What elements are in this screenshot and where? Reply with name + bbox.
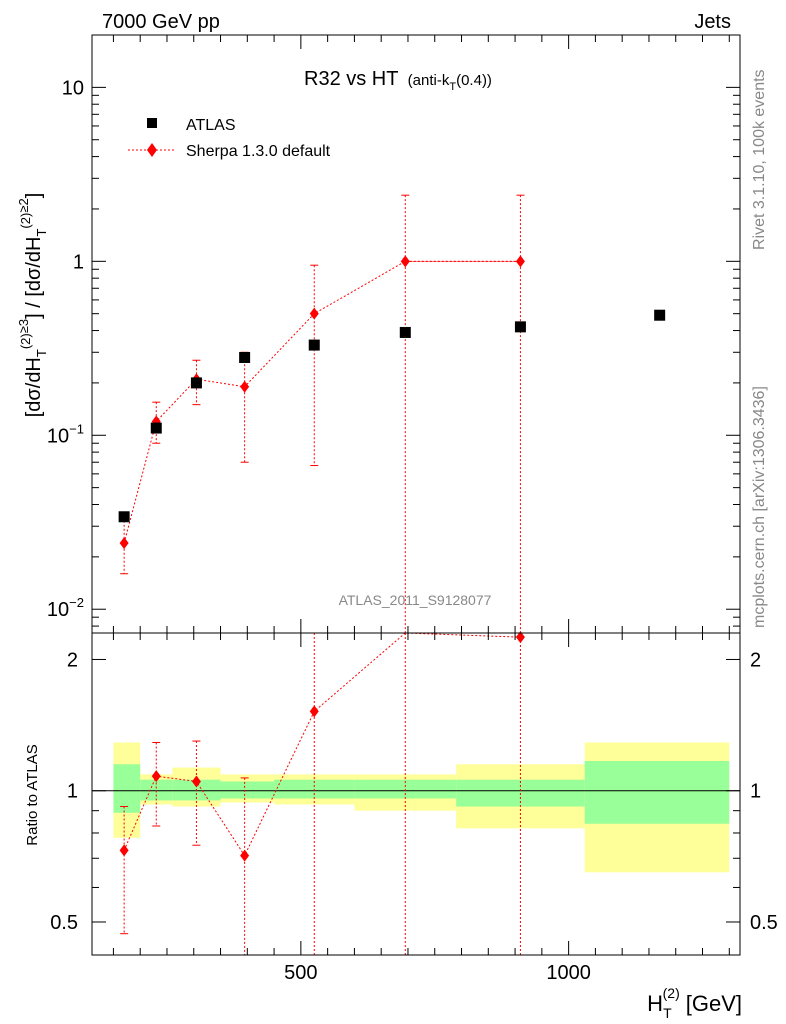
main-ytick-label-1: 10−1 bbox=[47, 421, 84, 447]
ratio-ytick-label-right-1: 1 bbox=[750, 781, 761, 803]
band-inner-3 bbox=[220, 781, 275, 799]
legend-atlas-label: ATLAS bbox=[186, 117, 236, 134]
atlas-point-2 bbox=[190, 377, 202, 389]
ratio-y-axis-label: Ratio to ATLAS bbox=[24, 744, 41, 845]
ratio-ytick-label-left-1: 1 bbox=[67, 781, 78, 803]
mcplots-reference-label: mcplots.cern.ch [arXiv:1306.3436] bbox=[751, 386, 768, 628]
x-axis-label: HT(2) [GeV] bbox=[647, 985, 742, 1021]
main-y-axis-label: [dσ/dHT(2)≥3] / [dσ/dHT(2)≥2] bbox=[16, 193, 49, 418]
atlas-point-3 bbox=[239, 351, 251, 363]
ratio-point-1 bbox=[151, 770, 161, 783]
plot-title-sub-t: T bbox=[449, 81, 456, 93]
atlas-point-1 bbox=[150, 422, 162, 434]
ratio-plot-content bbox=[119, 631, 525, 955]
ratio-uncertainty-bands bbox=[92, 742, 740, 873]
plot-title: R32 vs HT (anti-kT(0.4)) bbox=[304, 68, 492, 93]
legend-sherpa-label: Sherpa 1.3.0 default bbox=[186, 143, 331, 160]
ratio-ytick-label-right-0: 0.5 bbox=[750, 912, 778, 934]
axes-ticks: 10−2 10−1 1 10 0.5 0.5 1 1 2 2 500 1000 bbox=[47, 34, 778, 984]
sherpa-point-0 bbox=[119, 537, 129, 550]
sherpa-point-6 bbox=[515, 255, 525, 268]
ratio-plot-frame bbox=[91, 632, 741, 956]
atlas-point-0 bbox=[118, 511, 130, 523]
main-ytick-label-0: 10−2 bbox=[47, 595, 84, 621]
main-plot-content bbox=[118, 194, 666, 633]
sherpa-line bbox=[123, 260, 521, 544]
plot-title-main: R32 vs HT bbox=[304, 68, 398, 90]
ratio-point-6 bbox=[515, 631, 525, 644]
atlas-point-5 bbox=[399, 326, 411, 338]
ratio-point-2 bbox=[191, 775, 201, 788]
header-process: Jets bbox=[694, 11, 731, 33]
sherpa-point-3 bbox=[240, 380, 250, 393]
atlas-point-7 bbox=[654, 309, 666, 321]
xtick-label-1: 1000 bbox=[546, 962, 591, 984]
ratio-ytick-label-left-2: 2 bbox=[67, 649, 78, 671]
ratio-point-4 bbox=[309, 705, 319, 718]
band-inner-7 bbox=[584, 760, 730, 824]
band-inner-0 bbox=[113, 764, 141, 813]
atlas-point-4 bbox=[308, 339, 320, 351]
ratio-point-3 bbox=[240, 849, 250, 862]
plot-title-sub-end: (0.4)) bbox=[456, 72, 492, 89]
atlas-point-6 bbox=[514, 321, 526, 333]
rivet-version-label: Rivet 3.1.10, 100k events bbox=[751, 69, 768, 250]
legend-atlas-marker bbox=[147, 118, 157, 128]
sherpa-point-4 bbox=[309, 307, 319, 320]
xtick-label-0: 500 bbox=[284, 962, 317, 984]
analysis-watermark: ATLAS_2011_S9128077 bbox=[339, 592, 492, 608]
legend-sherpa-marker bbox=[147, 143, 157, 157]
ratio-ytick-label-right-2: 2 bbox=[750, 649, 761, 671]
legend: ATLAS Sherpa 1.3.0 default bbox=[128, 117, 331, 160]
ratio-point-0 bbox=[119, 844, 129, 857]
plot-title-sub: (anti-k bbox=[408, 72, 450, 89]
ratio-ytick-label-left-0: 0.5 bbox=[50, 912, 78, 934]
main-ytick-label-2: 1 bbox=[73, 251, 84, 273]
header-energy: 7000 GeV pp bbox=[102, 11, 220, 33]
main-ytick-label-3: 10 bbox=[62, 77, 84, 99]
